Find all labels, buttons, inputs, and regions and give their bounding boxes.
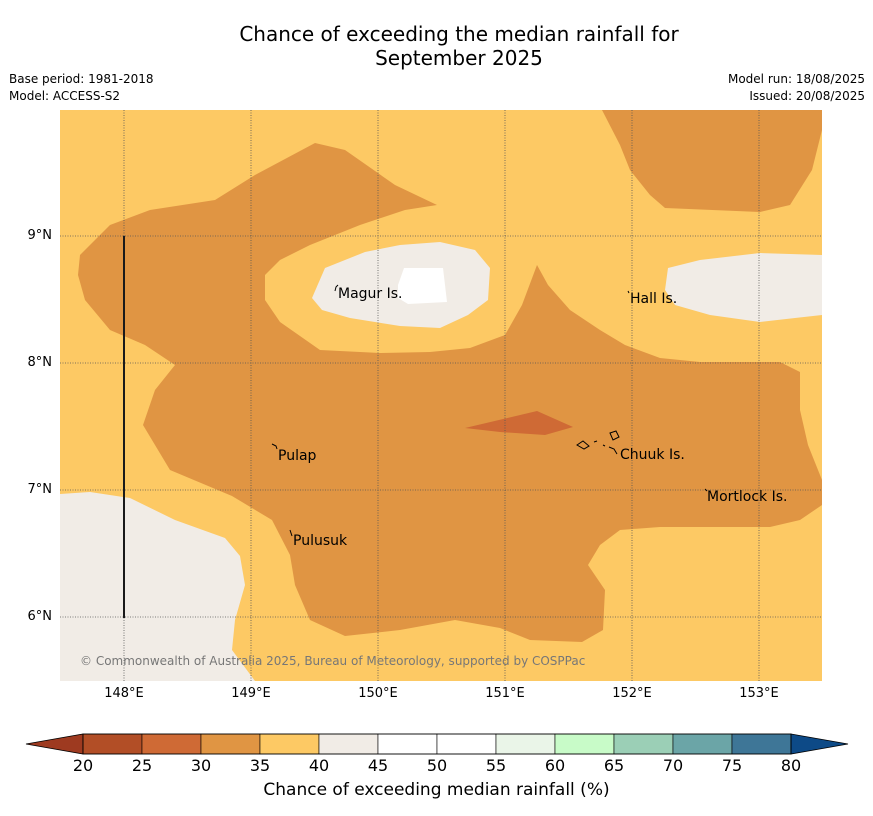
colorbar-segments (82, 733, 792, 755)
colorbar-tick-label: 40 (308, 756, 330, 775)
colorbar-frame (82, 733, 792, 755)
band-40-45-east (665, 253, 822, 322)
band-30-35-northeast (602, 110, 822, 212)
colorbar-segment (259, 733, 320, 755)
title-line-2: September 2025 (375, 46, 543, 70)
band-40-45-southwest (60, 492, 255, 681)
x-tick-153: 153°E (739, 686, 779, 701)
colorbar-under-arrow (25, 733, 84, 755)
x-tick-151: 151°E (485, 686, 525, 701)
colorbar-tick-label: 25 (131, 756, 153, 775)
copyright-text: © Commonwealth of Australia 2025, Bureau… (80, 654, 585, 668)
colorbar-segment (436, 733, 497, 755)
y-tick-7n: 7°N (27, 482, 53, 497)
issued-date: Issued: 20/08/2025 (749, 89, 865, 103)
base-period: Base period: 1981-2018 (9, 72, 154, 86)
map-title: Chance of exceeding the median rainfall … (0, 22, 873, 70)
colorbar-tick-label: 45 (367, 756, 389, 775)
colorbar-tick-label: 65 (603, 756, 625, 775)
map-area: Magur Is. Hall Is. Pulap Chuuk Is. Mortl… (60, 110, 822, 681)
colorbar-segment (613, 733, 674, 755)
y-tick-9n: 9°N (27, 228, 53, 243)
y-tick-6n: 6°N (27, 609, 53, 624)
colorbar-tick-label: 75 (721, 756, 743, 775)
colorbar-segment (200, 733, 261, 755)
colorbar-segment (82, 733, 143, 755)
colorbar-tick-label: 50 (426, 756, 448, 775)
x-tick-148: 148°E (104, 686, 144, 701)
x-tick-149: 149°E (231, 686, 271, 701)
colorbar-tick-label: 70 (662, 756, 684, 775)
gridlines (60, 110, 822, 681)
colorbar-segment (554, 733, 615, 755)
colorbar-label: Chance of exceeding median rainfall (%) (263, 780, 610, 800)
x-tick-150: 150°E (358, 686, 398, 701)
colorbar-tick-label: 30 (190, 756, 212, 775)
title-line-1: Chance of exceeding the median rainfall … (239, 22, 679, 46)
meta-left: Base period: 1981-2018 Model: ACCESS-S2 (9, 71, 154, 105)
place-label-pulusuk: Pulusuk (293, 533, 348, 549)
colorbar-segment (672, 733, 733, 755)
colorbar-segment (495, 733, 556, 755)
colorbar-tick-label: 80 (780, 756, 802, 775)
colorbar-tick-label: 55 (485, 756, 507, 775)
model-run: Model run: 18/08/2025 (727, 72, 865, 86)
colorbar (25, 733, 849, 755)
band-45-50-magur (398, 268, 447, 304)
colorbar-segment (318, 733, 379, 755)
colorbar-segment (377, 733, 438, 755)
place-label-magur: Magur Is. (338, 286, 403, 302)
island-outlines (271, 284, 708, 537)
colorbar-tick-label: 35 (249, 756, 271, 775)
colorbar-segment (141, 733, 202, 755)
place-label-mortlock: Mortlock Is. (707, 489, 787, 505)
place-label-pulap: Pulap (278, 448, 317, 464)
colorbar-over-arrow (790, 733, 849, 755)
colorbar-tick-label: 60 (544, 756, 566, 775)
colorbar-segment (731, 733, 792, 755)
place-label-hall: Hall Is. (630, 291, 677, 307)
y-tick-8n: 8°N (27, 355, 53, 370)
colorbar-tick-label: 20 (72, 756, 94, 775)
x-tick-152: 152°E (612, 686, 652, 701)
band-25-30 (465, 411, 573, 435)
band-30-35-central (78, 143, 822, 642)
model-name: Model: ACCESS-S2 (9, 89, 121, 103)
meta-right: Model run: 18/08/2025 Issued: 20/08/2025 (728, 71, 865, 105)
place-label-chuuk: Chuuk Is. (620, 447, 685, 463)
